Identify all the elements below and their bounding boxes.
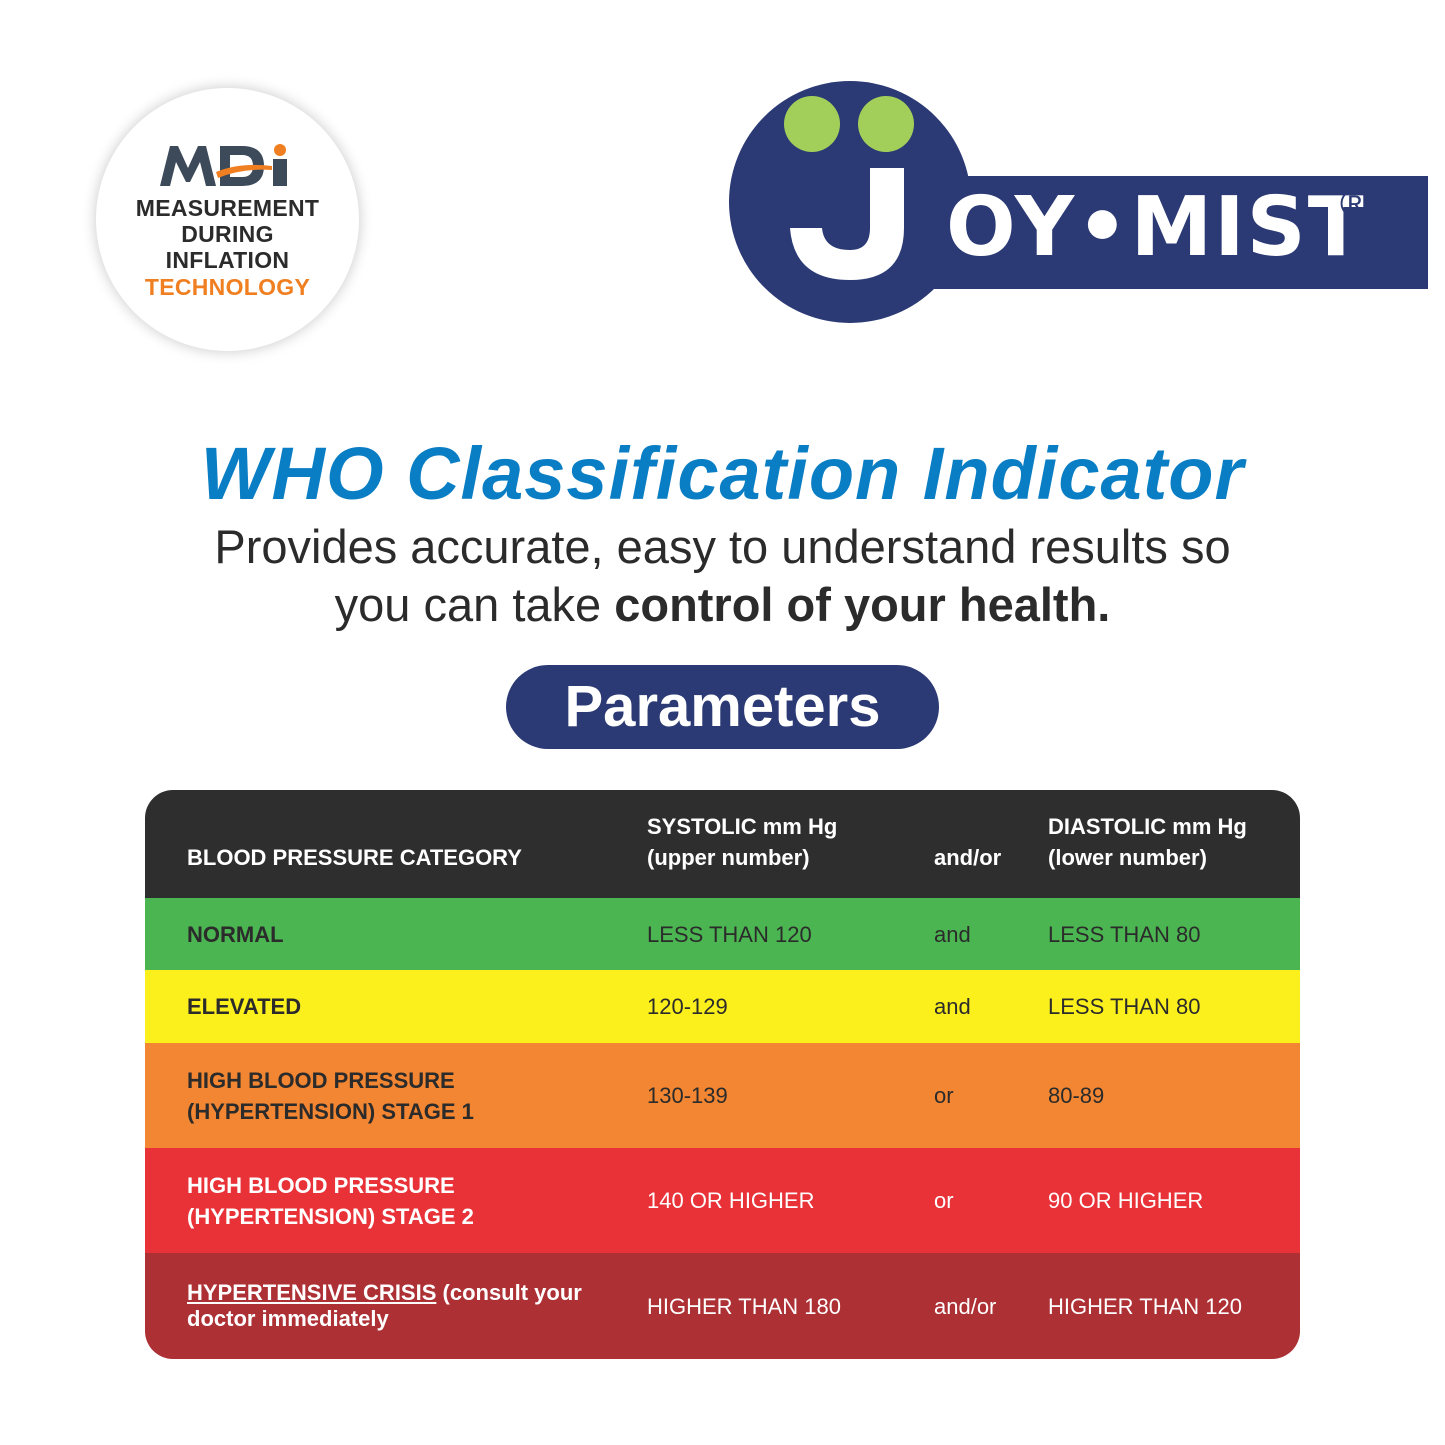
badge-line-during: DURING: [181, 221, 274, 247]
diastolic-cell: LESS THAN 80: [1048, 921, 1201, 947]
header-systolic-line-1: SYSTOLIC mm Hg: [647, 814, 838, 839]
category-cell: ELEVATED: [187, 994, 302, 1019]
category-cell: NORMAL: [187, 921, 284, 947]
conjunction-cell: or: [934, 1188, 954, 1213]
header-diastolic: DIASTOLIC mm Hg (lower number): [1048, 790, 1288, 898]
diastolic-cell: 80-89: [1048, 1083, 1105, 1108]
badge-line-inflation: INFLATION: [165, 247, 290, 273]
table-row-crisis: HYPERTENSIVE CRISIS (consult your doctor…: [145, 1253, 1300, 1359]
mdi-logo-icon: [160, 144, 287, 186]
page-title: WHO Classification Indicator: [200, 432, 1245, 515]
registered-mark: ®: [1340, 182, 1370, 226]
diastolic-cell: LESS THAN 80: [1048, 994, 1201, 1019]
systolic-cell: LESS THAN 120: [647, 921, 812, 947]
conjunction-cell: or: [934, 1083, 954, 1108]
header-category: BLOOD PRESSURE CATEGORY: [187, 845, 522, 870]
header-systolic-line-2: (upper number): [647, 845, 810, 870]
joy-mist-logo-icon: [729, 81, 1428, 323]
systolic-cell: 120-129: [647, 994, 728, 1019]
badge-line-technology: TECHNOLOGY: [144, 274, 311, 300]
crisis-underlined-label: HYPERTENSIVE CRISIS: [187, 1280, 437, 1305]
conjunction-cell: and/or: [934, 1293, 997, 1319]
systolic-cell: HIGHER THAN 180: [647, 1293, 841, 1319]
parameters-pill: Parameters: [506, 665, 939, 749]
category-line-2: doctor immediately: [187, 1306, 389, 1331]
category-line-2: (HYPERTENSION) STAGE 2: [187, 1203, 474, 1229]
table-header-row: BLOOD PRESSURE CATEGORY SYSTOLIC mm Hg (…: [145, 790, 1300, 898]
header-diastolic-line-2: (lower number): [1048, 845, 1207, 870]
table-row-elevated: ELEVATED 120-129 and LESS THAN 80: [145, 970, 1300, 1043]
subtitle-line-1: Provides accurate, easy to understand re…: [214, 520, 1231, 573]
header-systolic: SYSTOLIC mm Hg (upper number): [647, 790, 917, 898]
brand-wordmark: OY•MIST: [946, 180, 1366, 275]
conjunction-cell: and: [934, 994, 971, 1019]
mdi-badge: MEASUREMENT DURING INFLATION TECHNOLOGY: [96, 88, 359, 351]
blood-pressure-table: BLOOD PRESSURE CATEGORY SYSTOLIC mm Hg (…: [145, 790, 1300, 1359]
subtitle: Provides accurate, easy to understand re…: [0, 518, 1445, 634]
diastolic-cell: HIGHER THAN 120: [1048, 1293, 1242, 1319]
crisis-label-rest: (consult your: [436, 1280, 582, 1305]
badge-line-measurement: MEASUREMENT: [135, 195, 320, 221]
subtitle-line-2: you can take control of your health.: [0, 576, 1445, 634]
category-line-2: (HYPERTENSION) STAGE 1: [187, 1098, 474, 1124]
diastolic-cell: 90 OR HIGHER: [1048, 1188, 1204, 1213]
header-andor: and/or: [934, 845, 1002, 870]
header-diastolic-line-1: DIASTOLIC mm Hg: [1048, 814, 1247, 839]
subtitle-line-2-bold: control of your health.: [614, 578, 1111, 631]
category-line-1: HIGH BLOOD PRESSURE: [187, 1067, 455, 1093]
systolic-cell: 140 OR HIGHER: [647, 1188, 815, 1213]
systolic-cell: 130-139: [647, 1083, 728, 1108]
category-cell: HIGH BLOOD PRESSURE (HYPERTENSION) STAGE…: [187, 1043, 627, 1148]
category-cell: HYPERTENSIVE CRISIS (consult your doctor…: [187, 1253, 627, 1359]
table-row-stage-2: HIGH BLOOD PRESSURE (HYPERTENSION) STAGE…: [145, 1148, 1300, 1253]
conjunction-cell: and: [934, 921, 971, 947]
category-cell: HIGH BLOOD PRESSURE (HYPERTENSION) STAGE…: [187, 1148, 627, 1253]
table-row-normal: NORMAL LESS THAN 120 and LESS THAN 80: [145, 898, 1300, 970]
subtitle-line-2-plain: you can take: [334, 578, 615, 631]
category-line-1: HIGH BLOOD PRESSURE: [187, 1172, 455, 1198]
table-row-stage-1: HIGH BLOOD PRESSURE (HYPERTENSION) STAGE…: [145, 1043, 1300, 1148]
